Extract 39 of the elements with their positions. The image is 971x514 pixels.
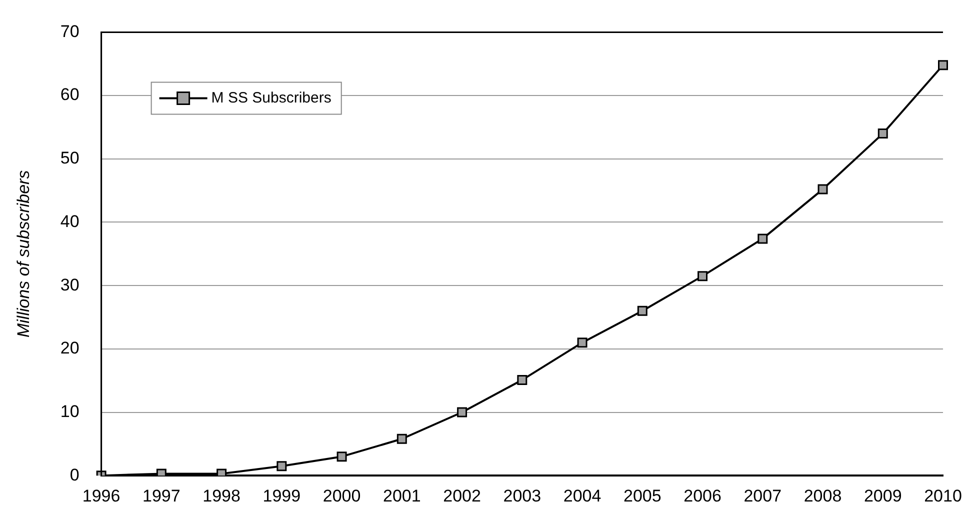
x-tick-label: 2009	[864, 486, 902, 506]
y-tick-label: 0	[70, 465, 80, 484]
y-tick-label: 60	[60, 85, 80, 104]
x-tick-label: 1999	[262, 486, 301, 506]
point	[938, 60, 948, 70]
y-tick-label: 70	[60, 22, 80, 41]
point	[216, 468, 227, 476]
legend-label: M SS Subscribers	[211, 89, 332, 106]
x-tick-label: 2005	[623, 486, 662, 506]
x-tick-label: 2004	[563, 486, 602, 506]
x-tick-label: 2001	[383, 486, 421, 506]
x-tick-label: 2003	[503, 486, 542, 506]
point	[276, 461, 287, 472]
point	[637, 306, 648, 316]
point	[457, 407, 468, 418]
y-tick-label: 30	[60, 275, 80, 294]
point	[156, 468, 166, 476]
y-tick-label: 50	[60, 148, 80, 168]
y-tick-label: 40	[60, 212, 80, 231]
x-tick-label: 2010	[924, 486, 962, 506]
point	[878, 128, 888, 139]
x-tick-label: 1998	[202, 486, 240, 506]
point	[758, 234, 768, 244]
point	[698, 271, 708, 282]
point	[517, 374, 528, 385]
x-tick-label: 2002	[443, 486, 481, 506]
y-tick-label: 10	[60, 402, 80, 421]
x-tick-label: 2008	[804, 486, 842, 506]
point	[818, 184, 828, 194]
x-tick-label: 2000	[322, 486, 361, 506]
x-tick-label: 2006	[684, 486, 722, 506]
y-axis-title: Millions of subscribers	[14, 170, 33, 338]
y-tick-label: 20	[60, 338, 80, 358]
x-tick-label: 2007	[744, 486, 782, 506]
x-tick-label: 1997	[142, 486, 180, 506]
point	[577, 338, 588, 348]
point	[396, 434, 407, 444]
point	[336, 452, 347, 462]
x-tick-label: 1996	[82, 486, 120, 506]
